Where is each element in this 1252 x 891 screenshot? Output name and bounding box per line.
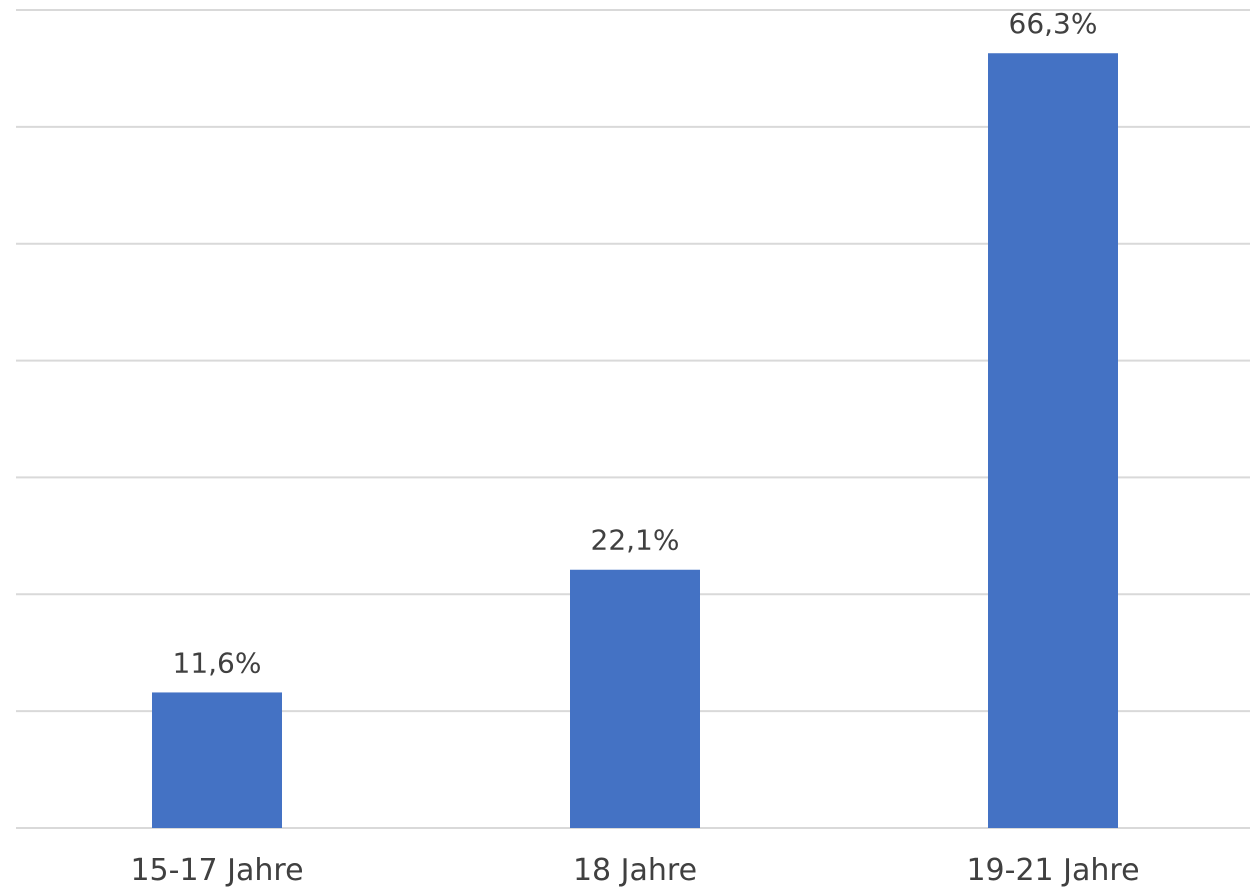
data-label: 22,1% (591, 524, 680, 557)
bar (570, 569, 700, 828)
data-label: 66,3% (1009, 7, 1098, 40)
bar (988, 53, 1118, 829)
x-tick-label: 15-17 Jahre (130, 853, 303, 888)
x-tick-label: 19-21 Jahre (966, 853, 1139, 888)
data-labels: 11,6% 22,1% 66,3% (173, 7, 1098, 679)
bars (152, 53, 1118, 829)
data-label: 11,6% (173, 646, 262, 679)
bar (152, 692, 282, 828)
x-tick-label: 18 Jahre (573, 853, 697, 888)
x-tick-labels: 15-17 Jahre 18 Jahre 19-21 Jahre (130, 853, 1139, 888)
